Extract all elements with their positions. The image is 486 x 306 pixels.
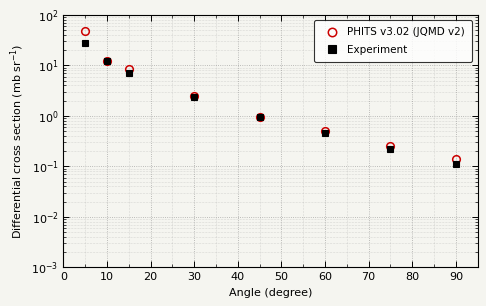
PHITS v3.02 (JQMD v2) bbox=[387, 144, 393, 148]
Legend: PHITS v3.02 (JQMD v2), Experiment: PHITS v3.02 (JQMD v2), Experiment bbox=[314, 20, 472, 62]
Experiment bbox=[126, 71, 132, 75]
Line: Experiment: Experiment bbox=[82, 39, 459, 168]
Experiment bbox=[82, 41, 88, 45]
Line: PHITS v3.02 (JQMD v2): PHITS v3.02 (JQMD v2) bbox=[81, 28, 460, 163]
PHITS v3.02 (JQMD v2) bbox=[322, 129, 328, 133]
PHITS v3.02 (JQMD v2) bbox=[191, 94, 197, 98]
Experiment bbox=[191, 95, 197, 99]
PHITS v3.02 (JQMD v2) bbox=[257, 115, 262, 118]
Experiment bbox=[322, 131, 328, 135]
PHITS v3.02 (JQMD v2) bbox=[453, 157, 459, 161]
Y-axis label: Differential cross section (mb sr$^{-1}$): Differential cross section (mb sr$^{-1}$… bbox=[8, 43, 26, 239]
Experiment bbox=[387, 147, 393, 151]
Experiment bbox=[257, 116, 262, 119]
Experiment bbox=[104, 59, 110, 62]
Experiment bbox=[453, 162, 459, 166]
X-axis label: Angle (degree): Angle (degree) bbox=[229, 288, 312, 298]
PHITS v3.02 (JQMD v2) bbox=[82, 30, 88, 33]
PHITS v3.02 (JQMD v2) bbox=[104, 59, 110, 62]
PHITS v3.02 (JQMD v2) bbox=[126, 67, 132, 71]
